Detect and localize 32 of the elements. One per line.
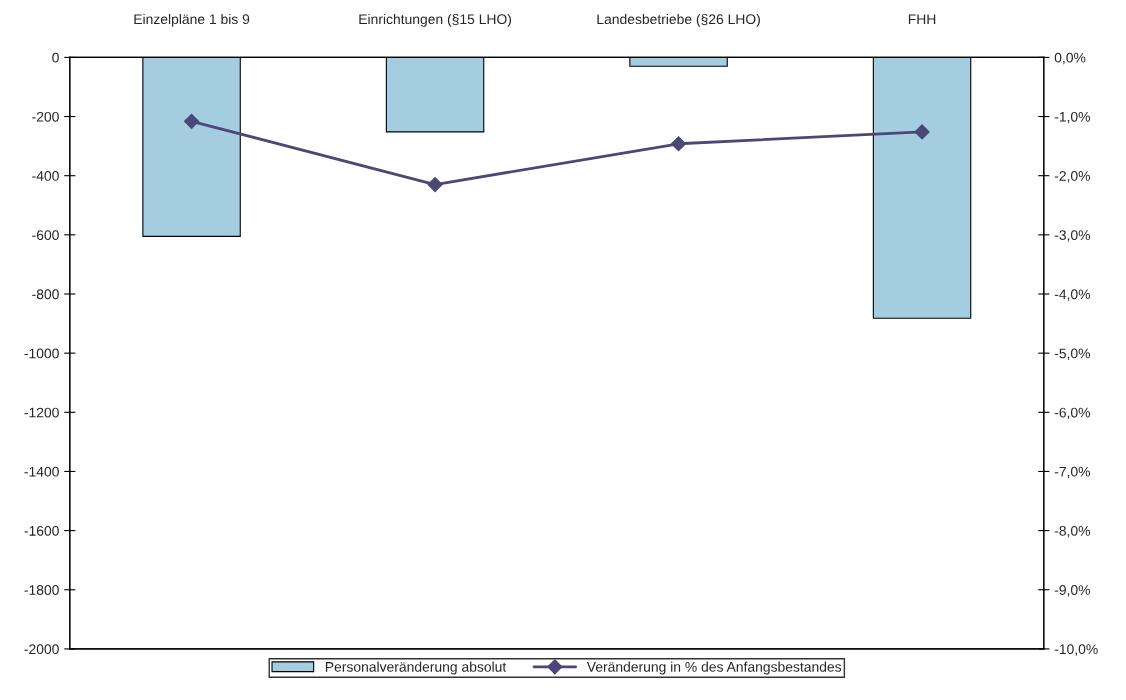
point (670, 136, 687, 152)
y-tick-label: 0 (52, 52, 59, 63)
y-tick-label: -1000 (24, 348, 59, 359)
y-tick-label: -400 (32, 171, 59, 181)
y-tick-label: -800 (32, 289, 59, 300)
y2-tick-label: -10,0% (1054, 644, 1098, 656)
y2-tick-label: -8,0% (1054, 525, 1091, 538)
y-tick-label: -200 (32, 111, 59, 122)
y2-tick-label: -1,0% (1054, 111, 1091, 124)
y2-tick-label: -4,0% (1054, 289, 1091, 301)
y-tick-label: -1200 (24, 407, 59, 418)
x-tick-label: Einzelpläne 1 bis 9 (134, 13, 250, 27)
x-tick-label: Landesbetriebe (§26 LHO) (597, 13, 760, 27)
y2-tick-label: -7,0% (1054, 466, 1091, 479)
point (427, 177, 443, 193)
y-tick-label: -1600 (24, 525, 59, 536)
point (183, 113, 200, 129)
y2-tick-label: -2,0% (1054, 171, 1091, 183)
legend-label: Personalveränderung absolut (325, 661, 507, 675)
x-tick-label: FHH (908, 14, 936, 24)
y2-tick-label: 0,0% (1054, 52, 1086, 65)
x-tick-label: Einrichtungen (§15 LHO) (359, 13, 512, 27)
y2-tick-label: -6,0% (1054, 407, 1091, 420)
legend-label: Veränderung in % des Anfangsbestandes (586, 661, 842, 675)
y-tick-label: -600 (32, 230, 59, 241)
y2-tick-label: -5,0% (1054, 348, 1091, 360)
y-tick-label: -2000 (24, 644, 59, 655)
y-tick-label: -1800 (24, 585, 59, 595)
y2-tick-label: -3,0% (1054, 230, 1091, 242)
y-tick-label: -1400 (24, 466, 59, 477)
point (914, 124, 930, 140)
y2-tick-label: -9,0% (1054, 585, 1091, 597)
